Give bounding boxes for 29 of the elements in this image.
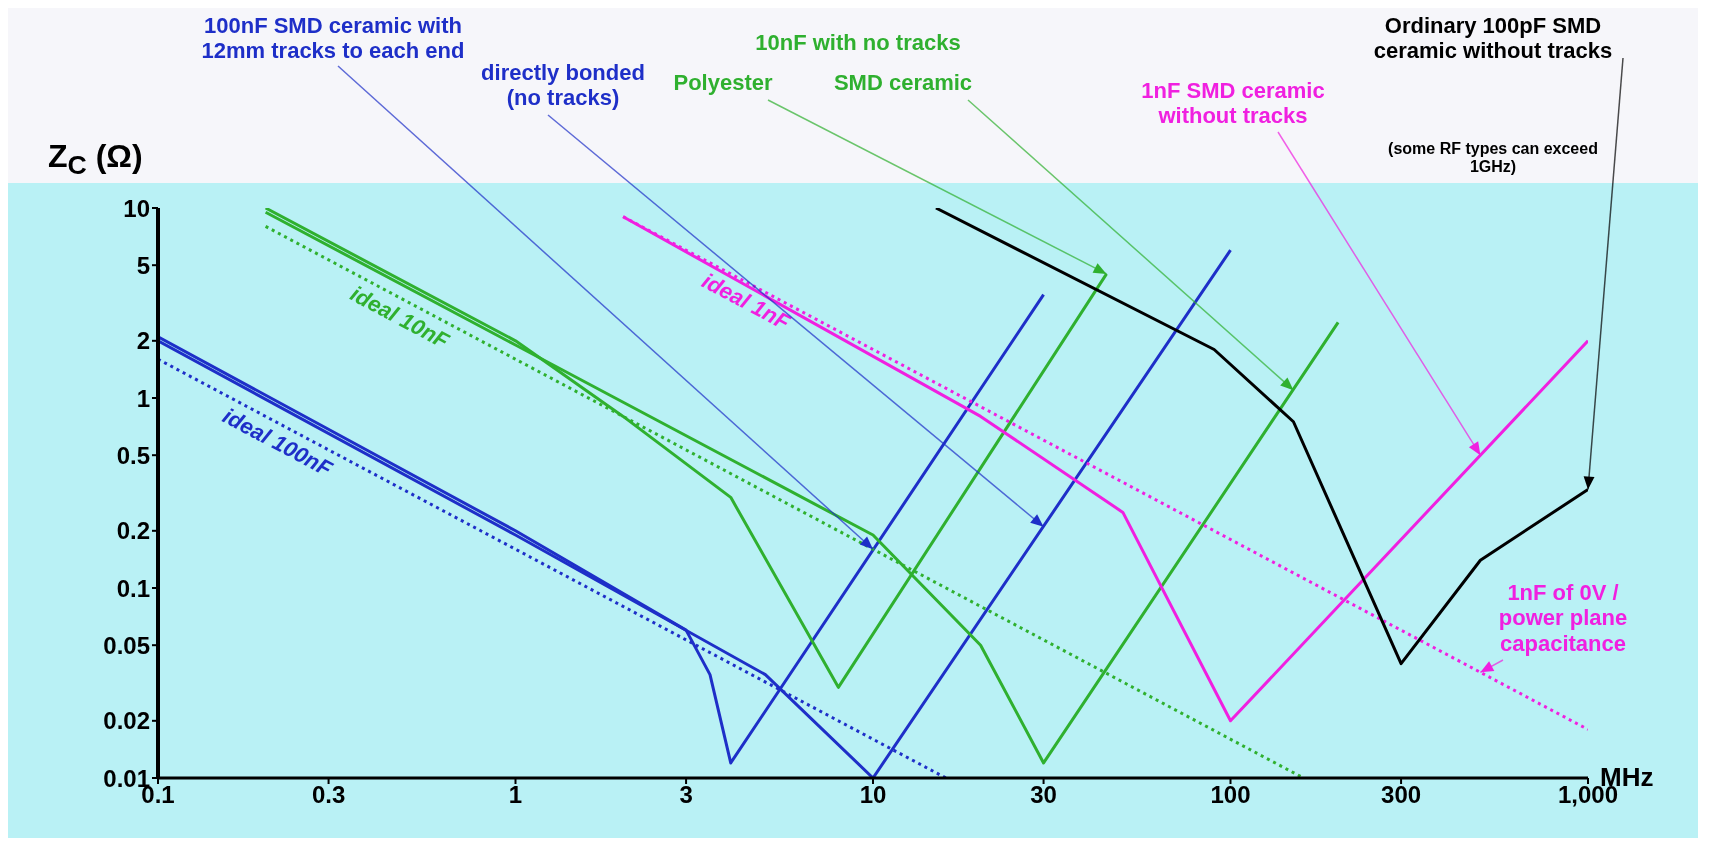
x-tick-label: 0.3 xyxy=(311,781,346,809)
x-tick-label: 30 xyxy=(1030,781,1057,809)
y-axis-title: Z$_{C}$ (Ω) xyxy=(48,138,143,182)
text: ideal 100nF xyxy=(218,403,337,482)
y-tick-label: 1 xyxy=(136,384,150,412)
x-tick-label: 10 xyxy=(859,781,887,809)
text: ideal 10nF xyxy=(346,280,454,354)
y-tick-label: 0.05 xyxy=(103,631,150,659)
y-tick-label: 2 xyxy=(136,327,150,355)
text: ideal 1nF xyxy=(697,268,795,336)
y-tick-label: 5 xyxy=(136,251,150,279)
y-tick-label: 10 xyxy=(123,194,150,222)
y-tick-label: 0.02 xyxy=(103,707,150,735)
annotation: SMD ceramic xyxy=(832,70,974,96)
y-tick-label: 0.2 xyxy=(116,517,150,545)
annotation: directly bonded (no tracks) xyxy=(480,60,646,111)
annotation: 100nF SMD ceramic with 12mm tracks to each end xyxy=(200,13,466,64)
annotation: 1nF of 0V / power plane capacitance xyxy=(1497,580,1629,656)
x-tick-label: 100 xyxy=(1210,781,1251,809)
annotation: Ordinary 100pF SMD ceramic without tracks xyxy=(1372,13,1614,64)
text: 10nF with no tracks xyxy=(754,30,962,56)
y-tick-label: 0.1 xyxy=(116,574,150,602)
annotation: Polyester xyxy=(672,70,774,96)
y-tick-label: 0.5 xyxy=(116,441,150,469)
x-tick-label: 3 xyxy=(679,781,693,809)
text: (some RF types can exceed 1GHz) xyxy=(1387,140,1599,177)
x-tick-label: 1 xyxy=(508,781,523,809)
annotation: 1nF SMD ceramic without tracks xyxy=(1140,78,1326,129)
x-tick-label: 300 xyxy=(1381,781,1422,809)
